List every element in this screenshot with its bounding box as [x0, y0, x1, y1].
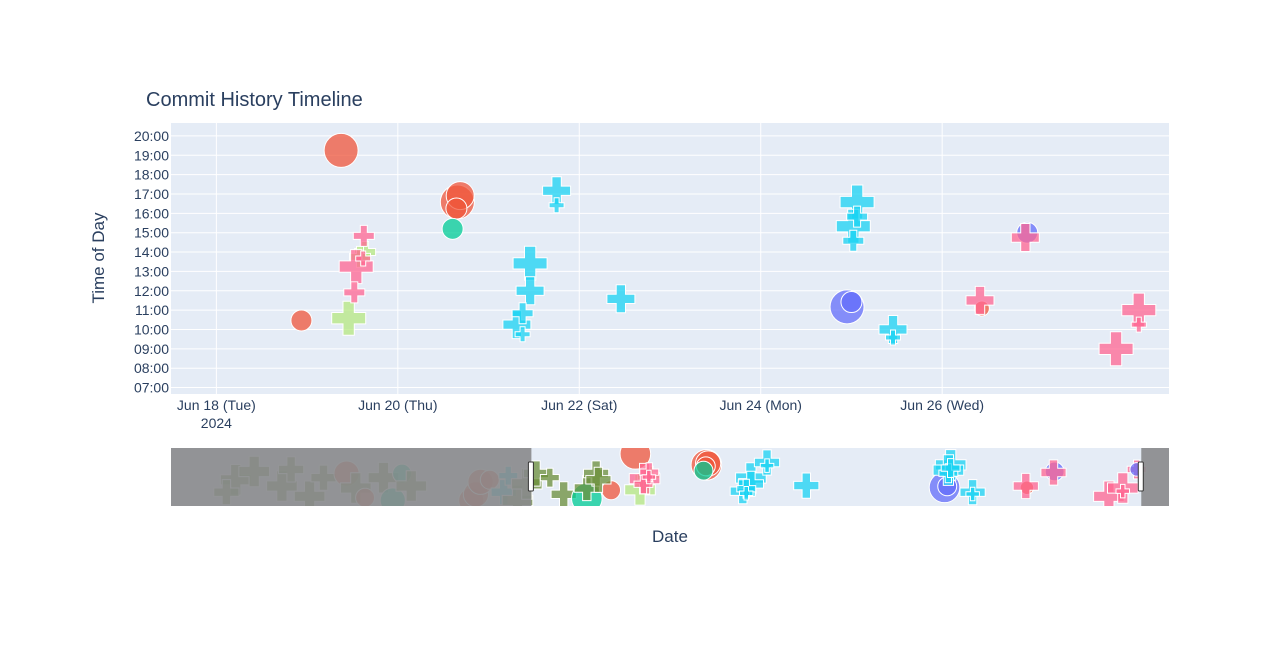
x-tick-year-label: 2024 — [201, 415, 232, 431]
range-slider-handle-left[interactable] — [527, 461, 534, 492]
data-point-circle[interactable] — [840, 291, 863, 314]
data-point-cross[interactable] — [1130, 316, 1147, 333]
data-point-cross[interactable] — [539, 467, 560, 488]
data-point-cross[interactable] — [965, 486, 980, 502]
data-point-circle[interactable] — [441, 217, 464, 240]
y-tick-label: 15:00 — [134, 225, 169, 241]
data-point-cross[interactable] — [550, 481, 577, 507]
data-point-circle[interactable] — [290, 309, 313, 332]
data-point-cross[interactable] — [1010, 223, 1040, 252]
data-point-cross[interactable] — [1115, 483, 1130, 499]
data-point-cross[interactable] — [885, 329, 901, 346]
plot-area[interactable] — [171, 123, 1169, 394]
x-tick-label: Jun 18 (Tue) — [177, 397, 256, 413]
data-points — [290, 132, 1157, 367]
x-tick-label: Jun 20 (Thu) — [358, 397, 437, 413]
y-tick-label: 12:00 — [134, 283, 169, 299]
y-tick-label: 09:00 — [134, 341, 169, 357]
data-point-cross[interactable] — [1098, 331, 1134, 367]
data-point-cross[interactable] — [352, 224, 375, 247]
range-slider[interactable] — [171, 439, 1169, 516]
gridlines — [171, 123, 1169, 394]
data-point-circle[interactable] — [693, 460, 714, 481]
data-point-cross[interactable] — [331, 300, 367, 336]
chart-title: Commit History Timeline — [146, 89, 363, 111]
x-tick-label: Jun 22 (Sat) — [541, 397, 617, 413]
data-point-cross[interactable] — [1040, 459, 1067, 486]
range-slider-mask-left — [171, 448, 532, 506]
data-point-cross[interactable] — [737, 470, 764, 497]
data-point-cross[interactable] — [355, 250, 372, 267]
data-point-cross[interactable] — [641, 469, 657, 485]
data-point-cross[interactable] — [793, 472, 820, 499]
y-tick-label: 20:00 — [134, 128, 169, 144]
y-tick-label: 18:00 — [134, 167, 169, 183]
y-tick-label: 17:00 — [134, 186, 169, 202]
data-point-cross[interactable] — [940, 458, 961, 478]
data-point-cross[interactable] — [511, 302, 534, 325]
data-point-circle[interactable] — [323, 132, 359, 168]
x-tick-label: Jun 26 (Wed) — [900, 397, 984, 413]
x-tick-label: Jun 24 (Mon) — [719, 397, 801, 413]
y-tick-label: 13:00 — [134, 263, 169, 279]
data-point-cross[interactable] — [512, 245, 548, 281]
x-axis-title: Date — [652, 527, 688, 546]
x-axis-ticks: Jun 18 (Tue) 2024 Jun 20 (Thu) Jun 22 (Sat)… — [177, 397, 984, 431]
data-point-cross[interactable] — [515, 276, 545, 306]
data-point-cross[interactable] — [846, 205, 869, 228]
data-point-cross[interactable] — [343, 281, 366, 304]
data-point-cross[interactable] — [1012, 472, 1039, 500]
data-point-cross[interactable] — [842, 229, 865, 252]
data-point-cross[interactable] — [585, 466, 612, 493]
data-point-cross[interactable] — [739, 486, 754, 501]
y-tick-label: 19:00 — [134, 147, 169, 163]
data-point-cross[interactable] — [606, 284, 636, 314]
data-point-cross[interactable] — [759, 458, 775, 473]
y-axis-ticks: 07:00 08:00 09:00 10:00 11:00 12:00 13:00 14:00… — [134, 128, 169, 396]
data-point-cross[interactable] — [965, 285, 995, 315]
y-tick-label: 08:00 — [134, 360, 169, 376]
data-point-cross[interactable] — [514, 326, 531, 343]
y-axis-title: Time of Day — [89, 212, 108, 304]
y-tick-label: 16:00 — [134, 205, 169, 221]
y-tick-label: 14:00 — [134, 244, 169, 260]
y-tick-label: 11:00 — [135, 302, 169, 318]
data-point-circle[interactable] — [445, 197, 468, 220]
range-slider-handle-right[interactable] — [1137, 461, 1144, 492]
data-point-cross[interactable] — [548, 197, 565, 214]
y-tick-label: 07:00 — [134, 380, 169, 396]
y-tick-label: 10:00 — [134, 321, 169, 337]
range-slider-mask-right — [1141, 448, 1169, 506]
